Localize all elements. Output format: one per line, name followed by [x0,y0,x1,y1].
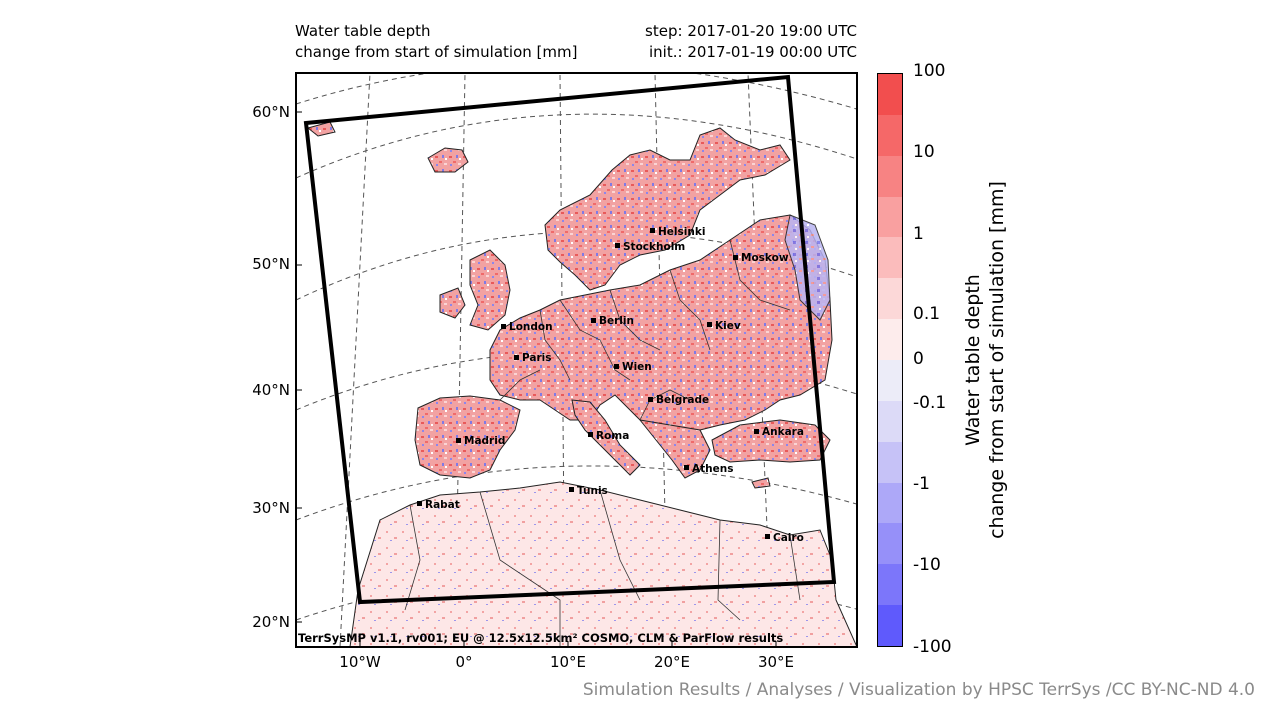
colorbar-segment [878,482,902,524]
colorbar-segment [878,605,902,647]
lon-label-20e: 20°E [653,653,691,671]
city-label-ankara: Ankara [762,426,804,438]
colorbar-segment [878,400,902,442]
city-label-berlin: Berlin [599,315,634,327]
colorbar-segment [878,441,902,483]
city-label-wien: Wien [622,361,652,373]
domain-boundary [303,74,837,605]
colorbar-title: Water table depth change from start of s… [961,180,1009,540]
colorbar-segment [878,114,902,156]
colorbar-tick-1: 1 [913,224,924,244]
city-label-belgrade: Belgrade [656,394,709,406]
axis-ticks [296,111,777,647]
colorbar-segment [878,564,902,606]
lon-label-10e: 10°E [549,653,587,671]
title-line-2: change from start of simulation [mm] [295,43,578,61]
land-masses [306,121,857,647]
city-label-helsinki: Helsinki [658,226,705,238]
lat-label-30n: 30°N [252,499,290,517]
colorbar-tick-0: 0 [913,349,924,369]
model-label: TerrSysMP v1.1, rv001; EU @ 12.5x12.5km²… [298,631,784,645]
lat-label-20n: 20°N [252,613,290,631]
colorbar-segment [878,523,902,565]
colorbar-tick-100: 100 [913,61,946,81]
lat-label-40n: 40°N [252,381,290,399]
init-time: init.: 2017-01-19 00:00 UTC [649,43,857,61]
map-title: Water table depth change from start of s… [295,21,577,63]
colorbar-segment [878,278,902,320]
lon-label-30e: 30°E [757,653,795,671]
city-label-london: London [509,321,553,333]
colorbar-tick-0-1: 0.1 [913,304,941,324]
colorbar-segment [878,155,902,197]
city-label-roma: Roma [596,430,629,442]
colorbar-segment [878,196,902,238]
lat-label-50n: 50°N [252,255,290,273]
colorbar-segment [878,319,902,361]
credit-line: Simulation Results / Analyses / Visualiz… [582,680,1255,700]
colorbar-tick-neg-10: -10 [913,555,941,575]
city-label-stockholm: Stockholm [623,241,685,253]
city-label-kiev: Kiev [715,320,741,332]
city-label-athens: Athens [692,463,733,475]
city-label-rabat: Rabat [425,499,460,511]
city-markers: Helsinki Stockholm Moskow London Berlin … [417,226,804,544]
colorbar-tick-neg-100: -100 [913,637,952,657]
colorbar-title-line-1: Water table depth [962,274,984,446]
city-label-moskow: Moskow [741,252,789,264]
colorbar-segment [878,74,902,115]
timestamps: step: 2017-01-20 19:00 UTC init.: 2017-0… [645,21,857,63]
city-label-madrid: Madrid [464,435,505,447]
colorbar [877,73,903,647]
lon-label-10w: 10°W [339,653,381,671]
colorbar-segment [878,360,902,401]
colorbar-tick-10: 10 [913,142,935,162]
lon-label-0: 0° [455,653,473,671]
colorbar-segment [878,237,902,279]
title-line-1: Water table depth [295,22,431,40]
map-frame [295,72,858,648]
city-label-cairo: Cairo [773,532,804,544]
colorbar-tick-neg-0-1: -0.1 [913,393,947,413]
lat-label-60n: 60°N [252,103,290,121]
colorbar-title-line-2: change from start of simulation [mm] [986,181,1008,539]
city-label-paris: Paris [522,352,552,364]
step-time: step: 2017-01-20 19:00 UTC [645,22,857,40]
country-borders [404,239,801,647]
city-label-tunis: Tunis [577,485,608,497]
colorbar-tick-neg-1: -1 [913,474,930,494]
